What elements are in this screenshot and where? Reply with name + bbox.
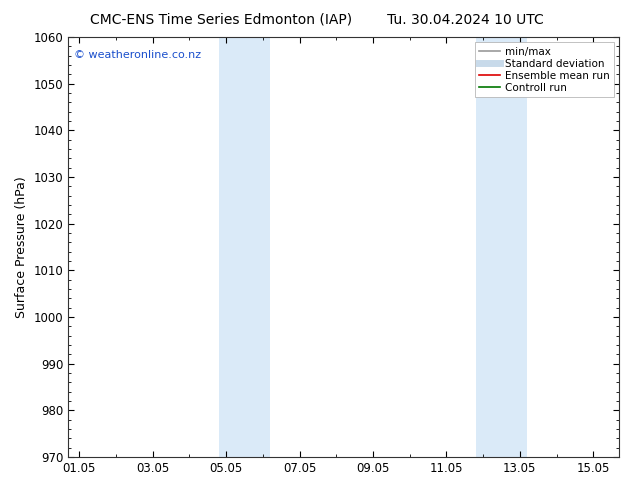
Bar — [219, 37, 270, 457]
Bar — [476, 37, 527, 457]
Y-axis label: Surface Pressure (hPa): Surface Pressure (hPa) — [15, 176, 28, 318]
Legend: min/max, Standard deviation, Ensemble mean run, Controll run: min/max, Standard deviation, Ensemble me… — [475, 42, 614, 97]
Text: © weatheronline.co.nz: © weatheronline.co.nz — [74, 50, 201, 60]
Text: CMC-ENS Time Series Edmonton (IAP)        Tu. 30.04.2024 10 UTC: CMC-ENS Time Series Edmonton (IAP) Tu. 3… — [90, 12, 544, 26]
Title: CMC-ENS Time Series Edmonton (IAP)      Tu. 30.04.2024 10 UTC: CMC-ENS Time Series Edmonton (IAP) Tu. 3… — [0, 489, 1, 490]
